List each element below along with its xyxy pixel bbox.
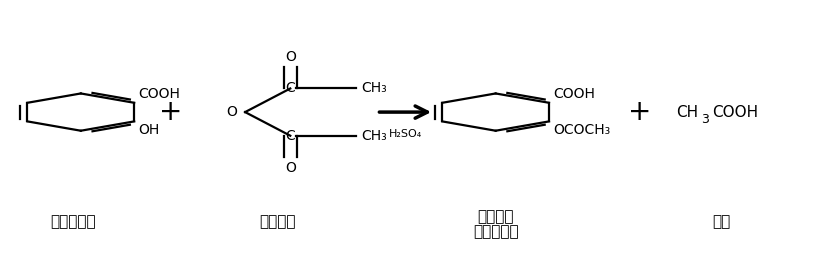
Text: H₂SO₄: H₂SO₄: [389, 130, 422, 139]
Text: サリチル酸: サリチル酸: [50, 214, 95, 229]
Text: O: O: [284, 161, 296, 174]
Text: アセチル: アセチル: [477, 209, 514, 224]
Text: CH: CH: [676, 105, 699, 120]
Text: 無水酢酸: 無水酢酸: [260, 214, 296, 229]
Text: OH: OH: [138, 123, 160, 137]
Text: 酢酸: 酢酸: [712, 214, 731, 229]
Text: OCOCH₃: OCOCH₃: [553, 123, 610, 137]
Text: COOH: COOH: [138, 87, 180, 101]
Text: O: O: [284, 50, 296, 64]
Text: O: O: [226, 105, 237, 119]
Text: +: +: [628, 98, 651, 126]
Text: サリチル酸: サリチル酸: [473, 224, 519, 239]
Text: CH₃: CH₃: [361, 82, 388, 96]
Text: COOH: COOH: [553, 87, 595, 101]
Text: COOH: COOH: [713, 105, 758, 120]
Text: CH₃: CH₃: [361, 129, 388, 143]
Text: C: C: [285, 129, 295, 143]
Text: C: C: [285, 82, 295, 96]
Text: 3: 3: [701, 113, 709, 126]
Text: +: +: [160, 98, 183, 126]
